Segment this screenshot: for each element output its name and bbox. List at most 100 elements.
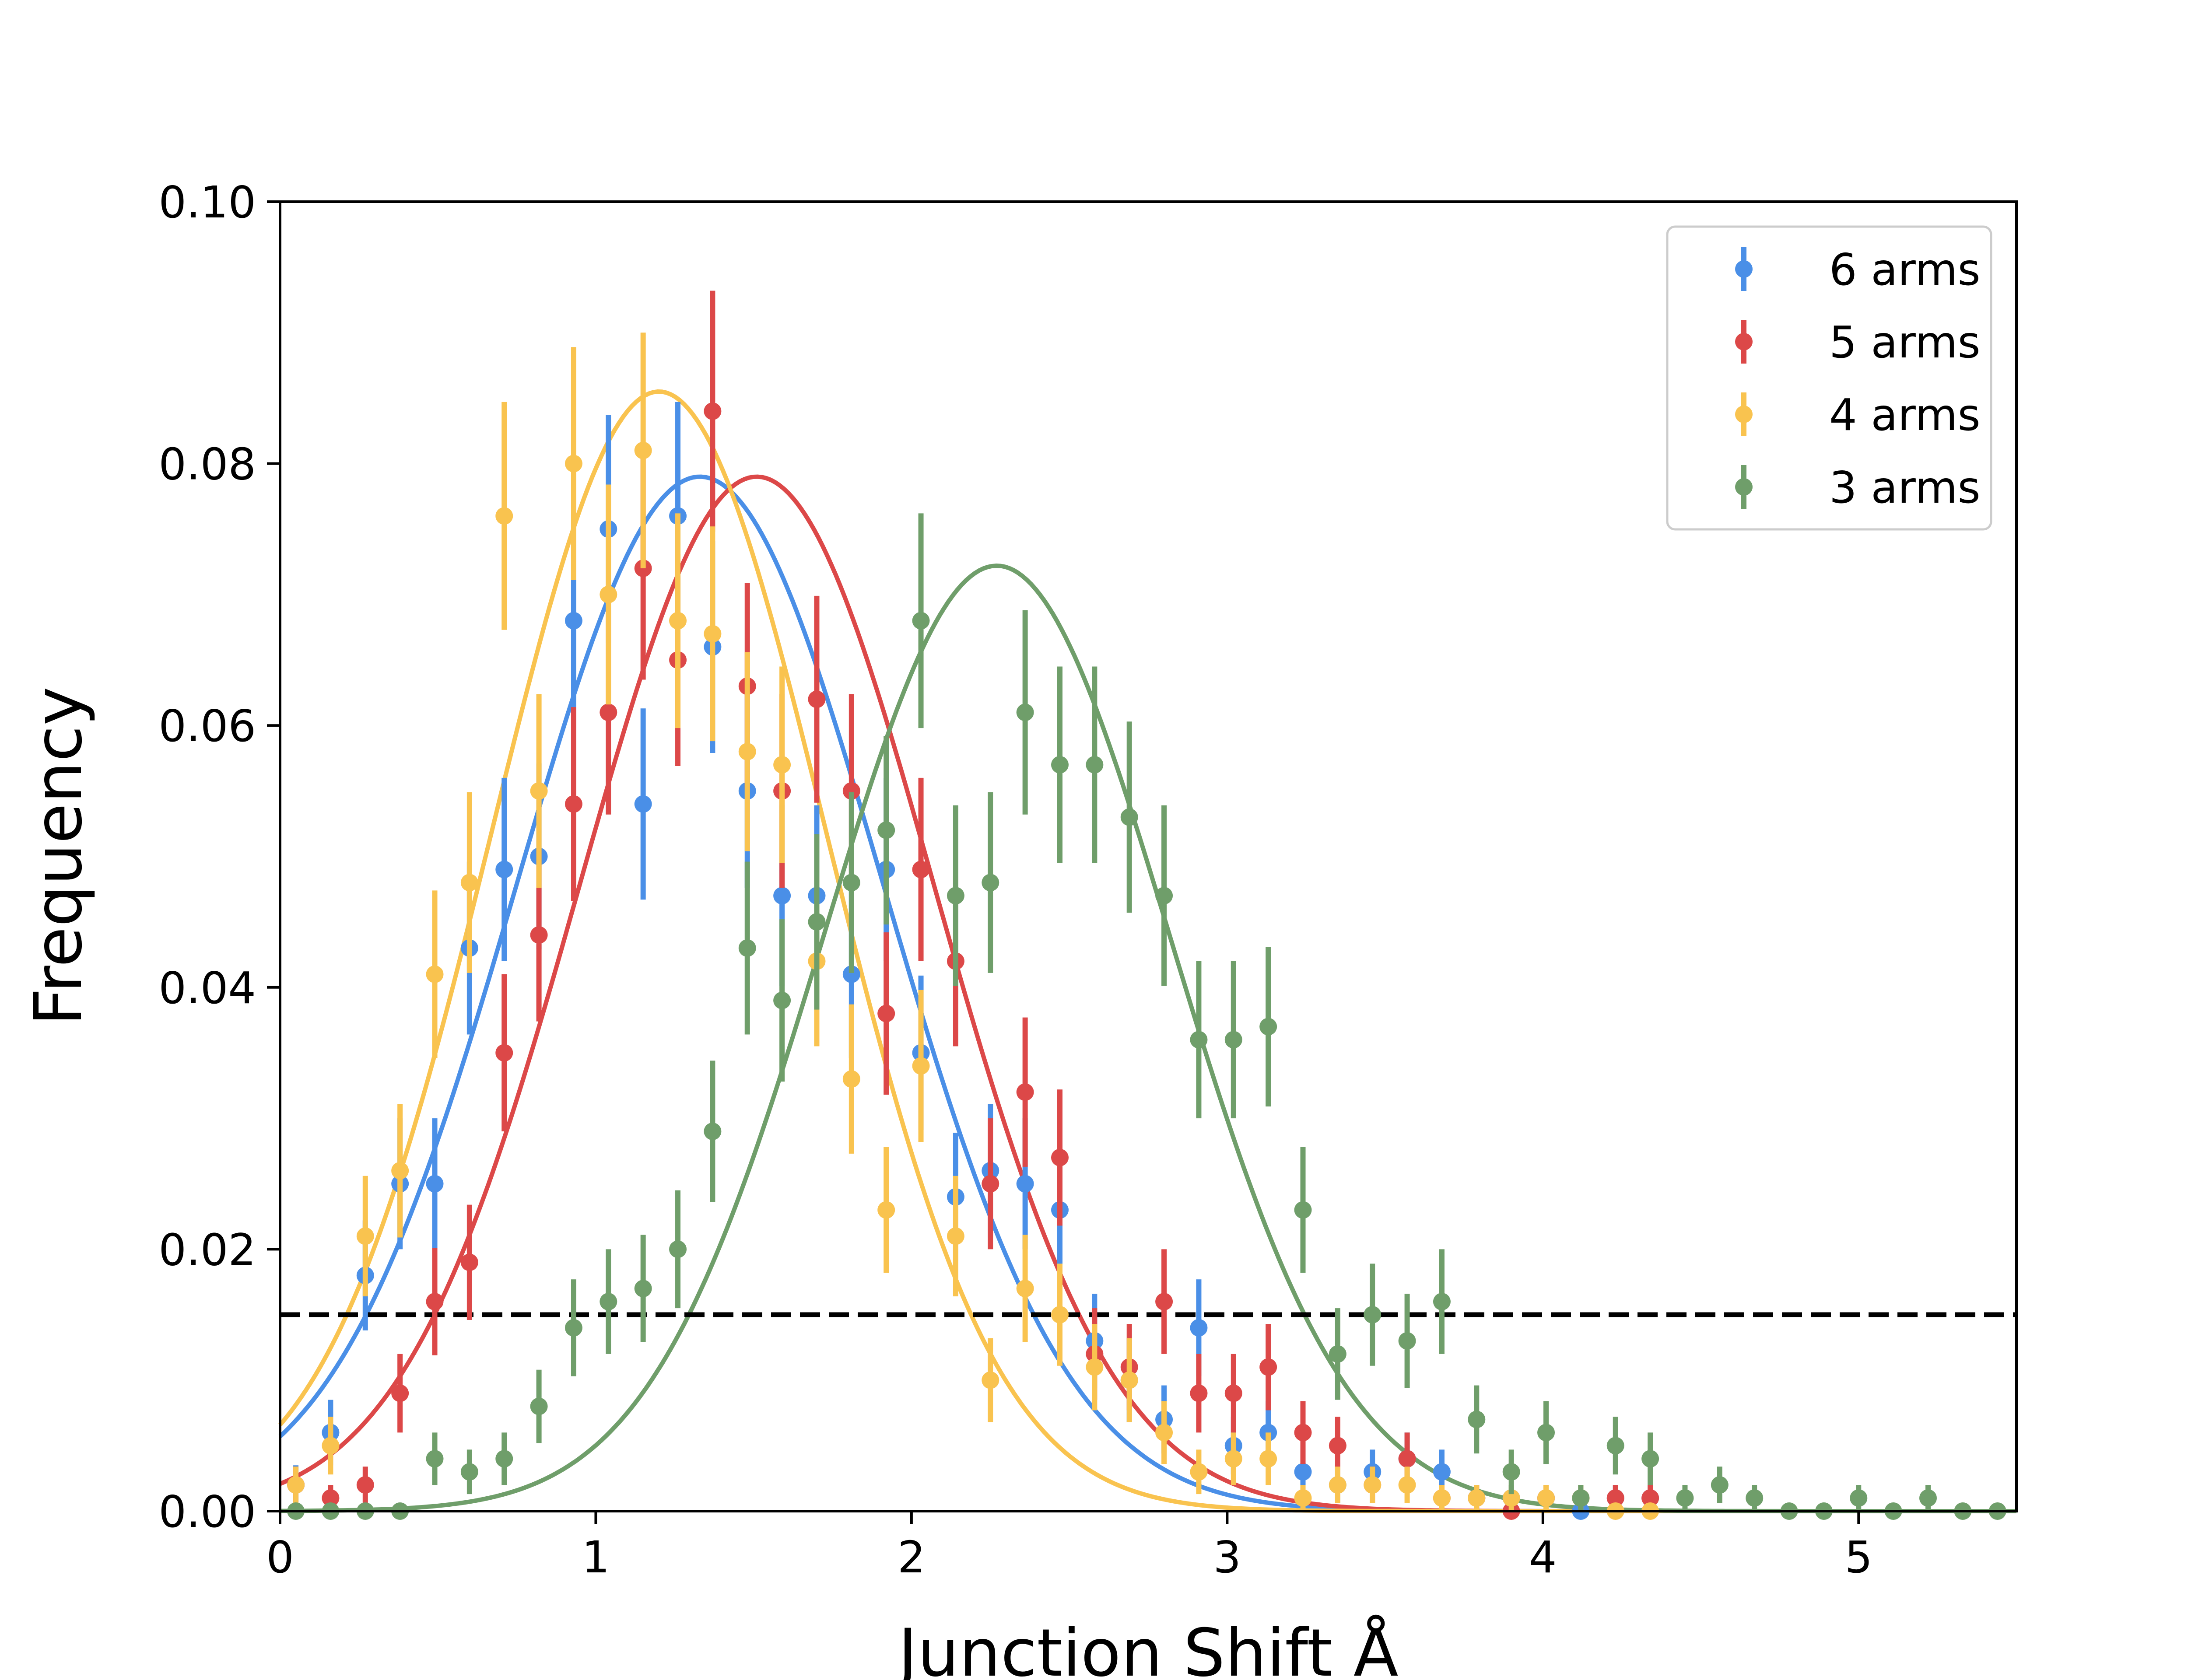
- data-point: [426, 1450, 444, 1468]
- data-point: [1329, 1476, 1346, 1494]
- y-tick-label: 0.04: [158, 962, 256, 1014]
- y-tick-label: 0.00: [158, 1486, 256, 1537]
- data-point: [1398, 1450, 1416, 1468]
- data-point: [1016, 1175, 1034, 1193]
- data-point: [1259, 1450, 1277, 1468]
- legend-marker-dot: [1735, 478, 1753, 496]
- x-axis-title: Junction Shift Å: [894, 1615, 1398, 1680]
- legend-marker-dot: [1735, 260, 1753, 278]
- data-point: [1398, 1332, 1416, 1350]
- y-tick-label: 0.06: [158, 700, 256, 752]
- series-3: [287, 513, 2006, 1520]
- x-tick-label: 0: [266, 1532, 294, 1583]
- data-point: [1919, 1489, 1937, 1507]
- data-point: [1468, 1410, 1486, 1428]
- data-point: [1190, 1384, 1208, 1402]
- data-point: [877, 1201, 895, 1219]
- data-point: [634, 1280, 652, 1298]
- data-point: [1294, 1463, 1312, 1481]
- legend-marker-dot: [1735, 406, 1753, 423]
- data-point: [1676, 1489, 1694, 1507]
- data-point: [1746, 1489, 1764, 1507]
- data-point: [1433, 1489, 1451, 1507]
- data-point: [982, 1175, 999, 1193]
- data-point: [982, 1371, 999, 1389]
- data-point: [842, 965, 860, 983]
- data-point: [738, 939, 756, 957]
- legend-label: 5 arms: [1829, 317, 1981, 368]
- data-point: [1190, 1319, 1208, 1337]
- data-point: [1329, 1345, 1346, 1363]
- data-point: [1120, 808, 1138, 826]
- data-point: [1190, 1463, 1208, 1481]
- data-point: [565, 455, 582, 472]
- data-point: [1086, 756, 1104, 774]
- legend-label: 3 arms: [1829, 462, 1981, 513]
- data-point: [1120, 1371, 1138, 1389]
- data-point: [426, 965, 444, 983]
- x-tick-label: 1: [582, 1532, 610, 1583]
- data-point: [773, 991, 791, 1009]
- data-point: [1016, 1280, 1034, 1298]
- data-point: [669, 612, 687, 630]
- data-point: [1224, 1031, 1242, 1049]
- data-point: [1155, 1293, 1173, 1311]
- data-point: [842, 1070, 860, 1088]
- data-point: [877, 1004, 895, 1022]
- y-tick-label: 0.08: [158, 439, 256, 490]
- data-point: [842, 874, 860, 892]
- data-point: [1016, 704, 1034, 721]
- data-point: [1224, 1384, 1242, 1402]
- data-point: [1537, 1424, 1555, 1442]
- data-point: [704, 625, 722, 643]
- legend-label: 4 arms: [1829, 389, 1981, 441]
- legend-label: 6 arms: [1829, 244, 1981, 295]
- data-point: [1364, 1476, 1382, 1494]
- y-tick-label: 0.10: [158, 177, 256, 228]
- data-point: [877, 821, 895, 839]
- data-point: [912, 612, 930, 630]
- data-point: [1502, 1489, 1520, 1507]
- data-point: [1155, 1424, 1173, 1442]
- legend: 6 arms 5 arms 4 arms 3 arms: [1666, 225, 1992, 531]
- data-point: [460, 874, 478, 892]
- data-point: [530, 1397, 548, 1415]
- y-tick-label: 0.02: [158, 1224, 256, 1275]
- data-point: [322, 1489, 340, 1507]
- data-point: [1641, 1450, 1659, 1468]
- x-tick-label: 3: [1213, 1532, 1241, 1583]
- data-point: [1468, 1489, 1486, 1507]
- legend-entry-1: 5 arms: [1735, 317, 1981, 368]
- data-point: [773, 756, 791, 774]
- data-point: [912, 861, 930, 878]
- y-axis-title: Frequency: [21, 687, 97, 1026]
- data-point: [1086, 1358, 1104, 1376]
- data-point: [530, 926, 548, 944]
- data-point: [1606, 1437, 1624, 1455]
- data-point: [565, 1319, 582, 1337]
- data-point: [495, 1450, 513, 1468]
- data-point: [1016, 1083, 1034, 1101]
- data-point: [982, 874, 999, 892]
- data-point: [1364, 1306, 1382, 1324]
- legend-box: [1666, 225, 1992, 531]
- data-point: [426, 1293, 444, 1311]
- data-point: [1259, 1018, 1277, 1036]
- data-point: [842, 782, 860, 800]
- data-point: [1572, 1489, 1590, 1507]
- data-point: [600, 704, 617, 721]
- data-point: [808, 690, 826, 708]
- data-point: [1433, 1463, 1451, 1481]
- data-point: [391, 1162, 409, 1180]
- data-point: [287, 1476, 305, 1494]
- data-point: [1641, 1489, 1659, 1507]
- data-point: [947, 887, 964, 905]
- x-tick-label: 2: [898, 1532, 926, 1583]
- data-point: [1294, 1489, 1312, 1507]
- data-point: [391, 1384, 409, 1402]
- data-point: [1502, 1463, 1520, 1481]
- data-point: [1537, 1489, 1555, 1507]
- data-point: [600, 585, 617, 603]
- legend-entry-3: 3 arms: [1735, 462, 1981, 513]
- data-point: [495, 861, 513, 878]
